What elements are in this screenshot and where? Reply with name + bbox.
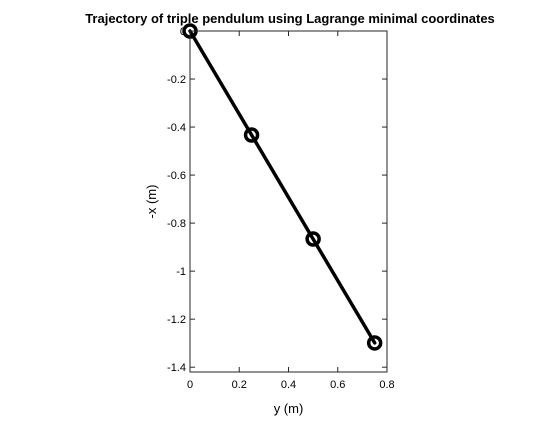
x-axis-label: y (m) bbox=[274, 401, 304, 416]
y-tick-label: -0.8 bbox=[167, 218, 186, 230]
y-tick-label: -1.4 bbox=[167, 362, 186, 374]
y-tick-label: -0.6 bbox=[167, 170, 186, 182]
y-tick-label: -1.2 bbox=[167, 314, 186, 326]
y-axis-label: -x (m) bbox=[144, 185, 159, 219]
pendulum-rod-line bbox=[188, 29, 377, 345]
x-tick-label: 0.6 bbox=[330, 379, 345, 391]
chart-title: Trajectory of triple pendulum using Lagr… bbox=[85, 11, 495, 26]
y-tick-label: -1 bbox=[176, 266, 186, 278]
y-tick-label: -0.2 bbox=[167, 74, 186, 86]
x-tick-label: 0.4 bbox=[281, 379, 296, 391]
pendulum-joint-marker bbox=[305, 231, 321, 247]
y-tick-label: -0.4 bbox=[167, 122, 186, 134]
x-tick-label: 0.8 bbox=[379, 379, 394, 391]
x-tick-label: 0 bbox=[187, 379, 193, 391]
pendulum-joint-marker bbox=[366, 335, 383, 351]
axes-box bbox=[189, 30, 388, 373]
pendulum-joint-marker bbox=[243, 127, 260, 143]
axis-ticks: 0 0.2 0.4 0.6 0.80-0.2-0.4-0.6-0.8-1-1.2-1.4 bbox=[167, 26, 395, 391]
x-tick-label: 0.2 bbox=[232, 379, 247, 391]
